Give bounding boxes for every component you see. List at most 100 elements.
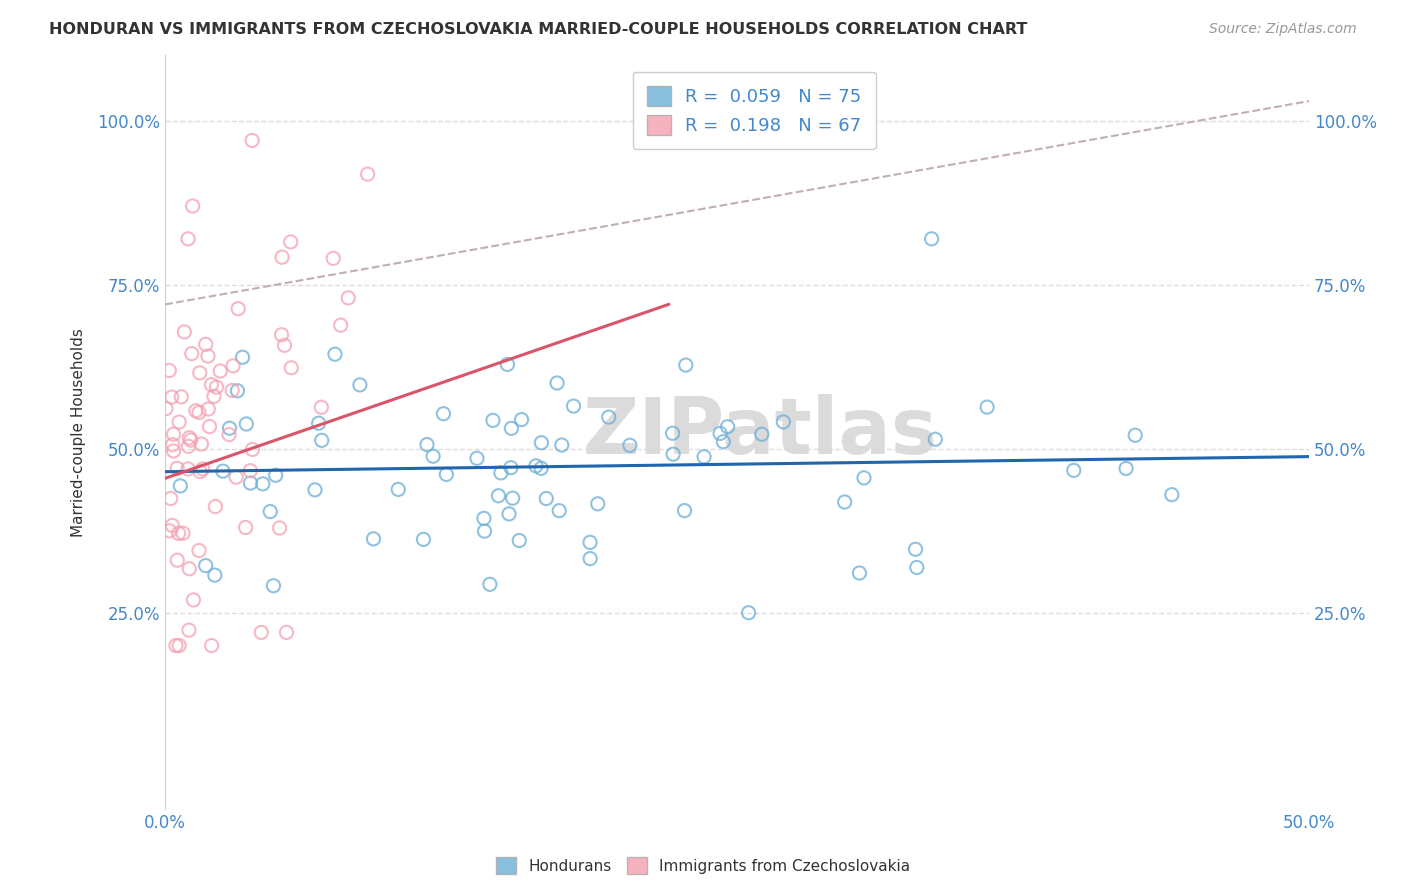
Point	[198, 419, 221, 434]
Point	[834, 495, 856, 509]
Point	[976, 400, 998, 414]
Point	[1115, 461, 1137, 475]
Point	[167, 415, 190, 429]
Point	[162, 518, 184, 533]
Point	[586, 497, 609, 511]
Point	[489, 466, 512, 480]
Point	[322, 252, 344, 266]
Point	[188, 543, 211, 558]
Point	[197, 402, 219, 417]
Text: Source: ZipAtlas.com: Source: ZipAtlas.com	[1209, 22, 1357, 37]
Point	[222, 359, 245, 373]
Point	[465, 451, 488, 466]
Point	[772, 415, 794, 429]
Point	[167, 639, 190, 653]
Point	[546, 376, 568, 390]
Point	[510, 412, 533, 426]
Point	[273, 338, 295, 352]
Point	[662, 447, 685, 461]
Text: ZIPatlas: ZIPatlas	[582, 394, 938, 470]
Point	[162, 427, 184, 442]
Point	[169, 479, 191, 493]
Point	[498, 507, 520, 521]
Point	[204, 500, 226, 514]
Point	[201, 639, 224, 653]
Point	[240, 133, 263, 147]
Point	[276, 625, 298, 640]
Point	[270, 327, 292, 342]
Point	[202, 389, 225, 403]
Point	[323, 347, 346, 361]
Point	[472, 511, 495, 525]
Point	[536, 491, 558, 506]
Text: HONDURAN VS IMMIGRANTS FROM CZECHOSLOVAKIA MARRIED-COUPLE HOUSEHOLDS CORRELATION: HONDURAN VS IMMIGRANTS FROM CZECHOSLOVAK…	[49, 22, 1028, 37]
Point	[205, 380, 228, 394]
Point	[524, 458, 547, 473]
Point	[363, 532, 385, 546]
Point	[157, 363, 180, 377]
Point	[548, 503, 571, 517]
Point	[311, 434, 333, 448]
Point	[598, 410, 620, 425]
Point	[235, 417, 257, 431]
Point	[474, 524, 496, 539]
Point	[235, 520, 257, 534]
Point	[167, 526, 190, 541]
Point	[530, 435, 553, 450]
Point	[226, 384, 249, 398]
Point	[190, 437, 212, 451]
Point	[737, 606, 759, 620]
Point	[271, 250, 294, 264]
Point	[239, 476, 262, 491]
Point	[242, 442, 264, 457]
Point	[177, 232, 200, 246]
Point	[1063, 463, 1085, 477]
Point	[387, 483, 409, 497]
Point	[562, 399, 585, 413]
Point	[225, 470, 247, 484]
Point	[184, 403, 207, 417]
Point	[716, 419, 738, 434]
Point	[239, 464, 262, 478]
Point	[1123, 428, 1146, 442]
Point	[269, 521, 291, 535]
Point	[422, 449, 444, 463]
Point	[416, 437, 439, 451]
Point	[329, 318, 352, 333]
Point	[579, 551, 602, 566]
Point	[212, 464, 235, 478]
Point	[209, 364, 232, 378]
Point	[218, 421, 240, 435]
Point	[304, 483, 326, 497]
Point	[177, 439, 200, 453]
Point	[172, 526, 194, 541]
Point	[180, 433, 202, 447]
Point	[496, 358, 519, 372]
Point	[530, 461, 553, 475]
Point	[711, 434, 734, 449]
Point	[848, 566, 870, 580]
Point	[499, 460, 522, 475]
Point	[159, 524, 181, 538]
Point	[488, 489, 510, 503]
Point	[262, 579, 284, 593]
Point	[252, 476, 274, 491]
Point	[160, 390, 183, 404]
Point	[264, 468, 287, 483]
Point	[177, 623, 200, 637]
Point	[693, 450, 716, 464]
Point	[661, 426, 683, 441]
Legend: Hondurans, Immigrants from Czechoslovakia: Hondurans, Immigrants from Czechoslovaki…	[489, 851, 917, 880]
Point	[904, 542, 927, 557]
Point	[166, 553, 188, 567]
Point	[221, 384, 243, 398]
Point	[204, 568, 226, 582]
Point	[478, 577, 501, 591]
Point	[356, 167, 378, 181]
Point	[579, 535, 602, 549]
Point	[183, 593, 205, 607]
Point	[280, 235, 302, 249]
Point	[194, 337, 217, 351]
Point	[180, 346, 202, 360]
Point	[179, 562, 201, 576]
